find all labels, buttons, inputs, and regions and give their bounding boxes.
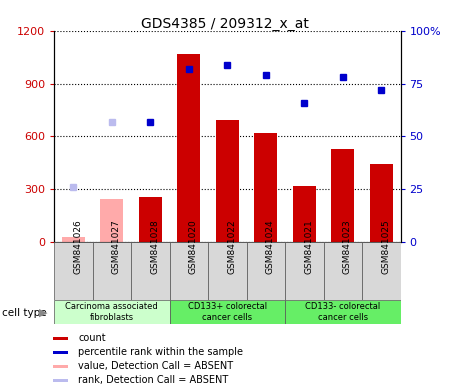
Text: GSM841024: GSM841024 [266,219,275,274]
Bar [62,237,85,242]
Text: rank, Detection Call = ABSENT: rank, Detection Call = ABSENT [78,375,228,384]
Text: GSM841020: GSM841020 [189,219,198,274]
Bar [324,242,362,300]
Bar [170,242,208,300]
Bar [170,300,285,324]
Text: CD133+ colorectal
cancer cells: CD133+ colorectal cancer cells [188,302,267,322]
Bar [331,149,354,242]
Bar [208,242,247,300]
Bar [54,300,170,324]
Bar [370,164,393,242]
Bar [254,133,277,242]
Bar [131,242,170,300]
Bar [292,185,316,242]
Bar [139,197,162,242]
Bar [54,242,93,300]
Text: GSM841028: GSM841028 [150,219,159,274]
Bar [285,242,324,300]
Bar [100,199,123,242]
Bar [53,337,68,340]
Text: GSM841026: GSM841026 [73,219,82,274]
Bar [93,242,131,300]
Text: GSM841021: GSM841021 [304,219,313,274]
Text: GSM841023: GSM841023 [343,219,352,274]
Text: Carcinoma associated
fibroblasts: Carcinoma associated fibroblasts [65,302,158,322]
Bar [247,242,285,300]
Text: GSM841027: GSM841027 [112,219,121,274]
Bar [53,365,68,368]
Text: GSM841025: GSM841025 [381,219,390,274]
Text: CD133- colorectal
cancer cells: CD133- colorectal cancer cells [305,302,380,322]
Bar [216,119,239,242]
Text: GDS4385 / 209312_x_at: GDS4385 / 209312_x_at [141,17,309,31]
Bar [362,242,400,300]
Text: cell type: cell type [2,308,47,318]
Bar [53,351,68,354]
Bar [285,300,400,324]
Bar [53,379,68,382]
Text: ▶: ▶ [39,308,47,318]
Text: value, Detection Call = ABSENT: value, Detection Call = ABSENT [78,361,233,371]
Text: GSM841022: GSM841022 [227,219,236,274]
Bar [177,54,200,242]
Text: percentile rank within the sample: percentile rank within the sample [78,347,243,357]
Text: count: count [78,333,106,343]
